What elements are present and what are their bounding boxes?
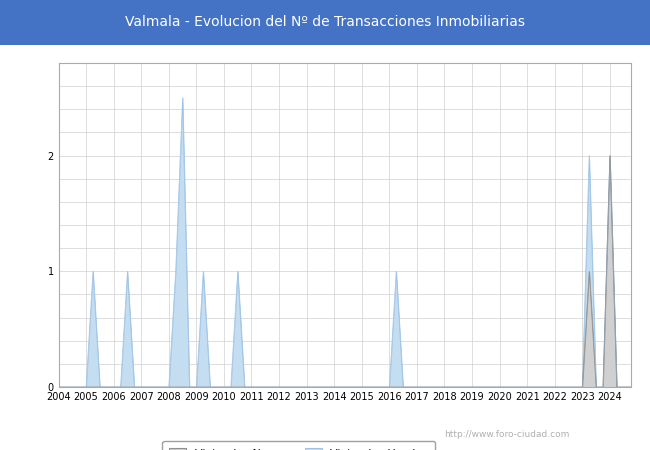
Text: Valmala - Evolucion del Nº de Transacciones Inmobiliarias: Valmala - Evolucion del Nº de Transaccio… <box>125 15 525 30</box>
Legend: Viviendas Nuevas, Viviendas Usadas: Viviendas Nuevas, Viviendas Usadas <box>162 441 435 450</box>
Text: http://www.foro-ciudad.com: http://www.foro-ciudad.com <box>445 430 569 439</box>
